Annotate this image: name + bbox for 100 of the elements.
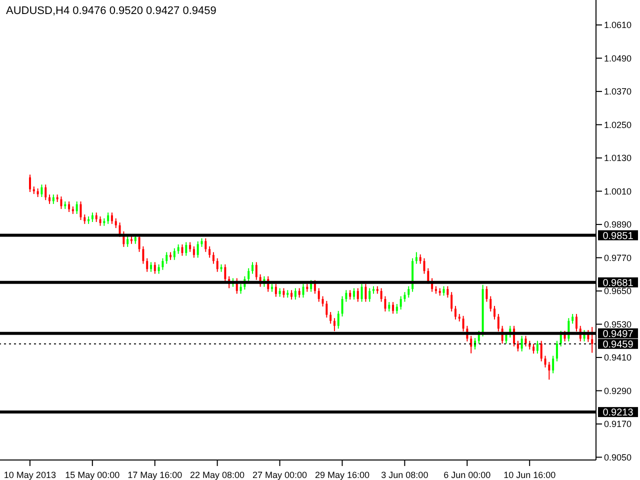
candlestick [552,355,554,374]
ref-line-label: 0.9681 [602,278,634,289]
candlestick [490,296,492,312]
candlestick [146,258,148,272]
candlestick [516,340,519,352]
candlestick [352,288,355,300]
candlestick [298,288,300,298]
candlestick [248,268,250,282]
candlestick [318,288,320,302]
y-tick-label: 1.0490 [604,53,632,64]
candlestick [204,238,207,252]
y-tick-label: 0.9290 [604,386,632,396]
candlestick [154,262,156,274]
y-tick-label: 0.9770 [604,252,632,263]
y-tick-label: 1.0610 [604,20,632,30]
candlestick [322,296,324,307]
x-tick-label: 15 May 00:00 [65,470,120,480]
candlestick [497,313,500,332]
candlestick [494,305,496,320]
ref-line-label: 0.9851 [602,230,634,242]
candlestick [173,248,176,260]
candlestick [110,212,113,224]
candlestick [142,246,144,264]
candlestick [575,313,578,332]
y-tick-label: 1.0010 [604,186,632,196]
candlestick [76,200,78,214]
ref-line-label: 0.9459 [602,339,634,350]
candlestick [396,303,398,314]
candlestick [60,196,62,210]
candlestick [337,310,340,330]
candlestick [251,262,254,274]
x-tick-label: 29 May 16:00 [314,470,370,480]
candlestick [524,335,527,347]
candlestick [544,355,546,368]
candlestick [274,284,277,298]
ref-line-label: 0.9497 [602,328,634,340]
candlestick [84,214,86,224]
candlestick [255,262,258,280]
candlestick [408,286,410,298]
candlestick [240,284,242,294]
y-tick-label: 0.9530 [604,319,632,330]
candlestick [356,288,359,302]
candlestick [572,313,574,324]
candlestick [107,212,110,224]
candlestick [196,240,199,258]
y-tick-label: 0.9050 [604,452,632,462]
candlestick [44,184,47,201]
candlestick [29,174,31,193]
candlestick [368,288,371,302]
candlestick [216,258,218,272]
candlestick [388,302,390,312]
candlestick [95,212,98,222]
candlestick [40,184,43,198]
candlestick [162,258,164,270]
candlestick [532,343,535,354]
x-tick-label: 3 Jun 08:00 [381,470,428,480]
y-tick-label: 1.0370 [604,86,632,97]
y-tick-label: 0.9890 [604,220,632,230]
candlestick [360,284,363,302]
y-tick-label: 0.9410 [604,352,632,363]
candlestick [208,246,211,258]
candlestick [470,335,472,354]
candlestick [80,200,82,221]
candlestick [548,361,550,380]
candlestick [294,288,296,300]
x-tick-label: 10 Jun 16:00 [504,470,556,480]
candlestick [99,216,102,226]
candlestick [486,286,488,302]
candlestick [189,242,192,252]
candlestick [290,290,293,300]
x-tick-label: 22 May 08:00 [190,470,245,480]
candlestick [326,300,328,318]
candlestick [192,246,195,258]
candlestick [442,286,445,296]
candlestick [177,244,180,254]
y-tick-label: 1.0130 [604,153,632,164]
candlestick [536,340,538,354]
x-tick-label: 10 May 2013 [4,470,56,480]
candlestick [341,296,344,317]
candlestick [454,305,456,320]
candlestick [181,244,184,256]
chart-title: AUDUSD,H4 0.9476 0.9520 0.9427 0.9459 [6,5,216,17]
candlestick [380,288,382,302]
candlestick [462,315,464,332]
candlestick [114,218,117,229]
candlestick [91,212,94,222]
candlestick [330,312,332,324]
candlestick [349,290,352,300]
candlestick [52,194,54,204]
candlestick [364,284,367,302]
candlestick [212,252,214,264]
y-tick-label: 1.0250 [604,120,632,130]
candlestick [48,194,51,204]
candlestick [126,236,129,248]
candlestick [591,326,594,354]
candlestick [540,340,542,362]
candlestick [150,262,152,272]
candlestick [415,252,418,264]
candlestick [400,296,402,310]
candlestick [185,242,188,256]
